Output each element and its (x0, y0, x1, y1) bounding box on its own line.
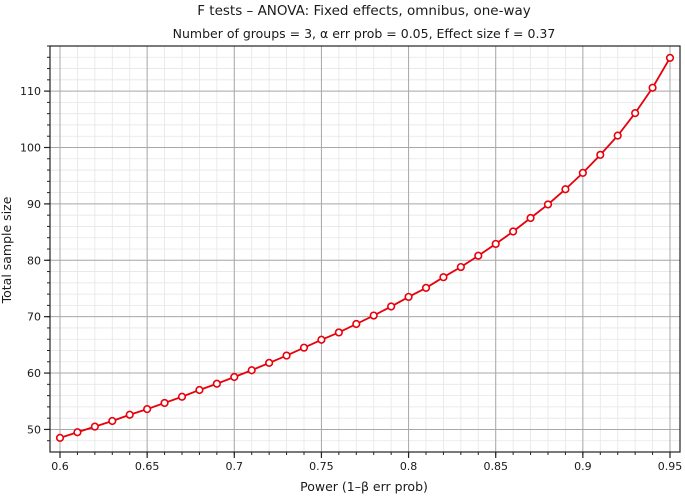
data-point (631, 109, 640, 118)
data-point (125, 410, 134, 419)
x-tick-label: 0.7 (226, 460, 244, 473)
data-point (613, 131, 622, 140)
data-point (648, 83, 657, 92)
data-point (526, 213, 535, 223)
plot-frame (49, 45, 681, 453)
x-tick-label: 0.9 (574, 460, 592, 473)
series-layer (55, 53, 675, 443)
data-point (143, 405, 152, 414)
data-point (230, 372, 239, 382)
y-tick-label: 50 (27, 423, 41, 436)
data-point (108, 416, 117, 426)
data-point (195, 385, 204, 395)
data-point (160, 398, 169, 408)
data-point (369, 311, 378, 320)
x-tick-label: 0.65 (135, 460, 160, 473)
y-tick-label: 90 (27, 198, 41, 211)
data-point (596, 150, 605, 159)
y-tick-label: 100 (20, 142, 41, 155)
y-tick-label: 70 (27, 311, 41, 324)
data-point (474, 251, 483, 260)
x-tick-label: 0.75 (309, 460, 334, 473)
x-axis-label: Power (1–β err prob) (300, 479, 428, 494)
x-tick-label: 0.6 (51, 460, 69, 473)
data-point (439, 273, 448, 282)
data-point (543, 200, 553, 209)
data-point (90, 422, 99, 431)
data-point (509, 227, 518, 236)
y-axis-label: Total sample size (0, 196, 14, 304)
y-tick-label: 60 (27, 367, 41, 380)
data-point (387, 302, 396, 311)
data-point (282, 351, 291, 360)
data-point (73, 428, 82, 437)
data-point (317, 335, 326, 344)
y-tick-label: 80 (27, 254, 41, 267)
x-tick-label: 0.8 (400, 460, 418, 473)
chart-subtitle: Number of groups = 3, α err prob = 0.05,… (173, 26, 556, 41)
data-point (299, 343, 309, 352)
data-point (665, 53, 675, 62)
data-point (247, 366, 256, 375)
data-point (421, 283, 431, 293)
y-tick-label: 110 (20, 85, 41, 98)
data-point (456, 262, 465, 272)
data-point (491, 239, 500, 249)
data-point (578, 168, 587, 177)
x-tick-label: 0.85 (483, 460, 508, 473)
chart-title: F tests – ANOVA: Fixed effects, omnibus,… (197, 3, 531, 19)
data-point (561, 185, 570, 194)
data-point (352, 319, 361, 329)
data-point (55, 433, 65, 443)
x-tick-label: 0.95 (658, 460, 683, 473)
data-point (404, 292, 413, 302)
plot-area: 0.6 0.65 0.7 0.75 0.8 0.85 0.9 0.95 50 60 70 80 90 10… (20, 45, 683, 473)
data-point (334, 328, 343, 337)
data-point (177, 392, 187, 401)
data-point (212, 379, 221, 388)
data-point (265, 358, 274, 368)
